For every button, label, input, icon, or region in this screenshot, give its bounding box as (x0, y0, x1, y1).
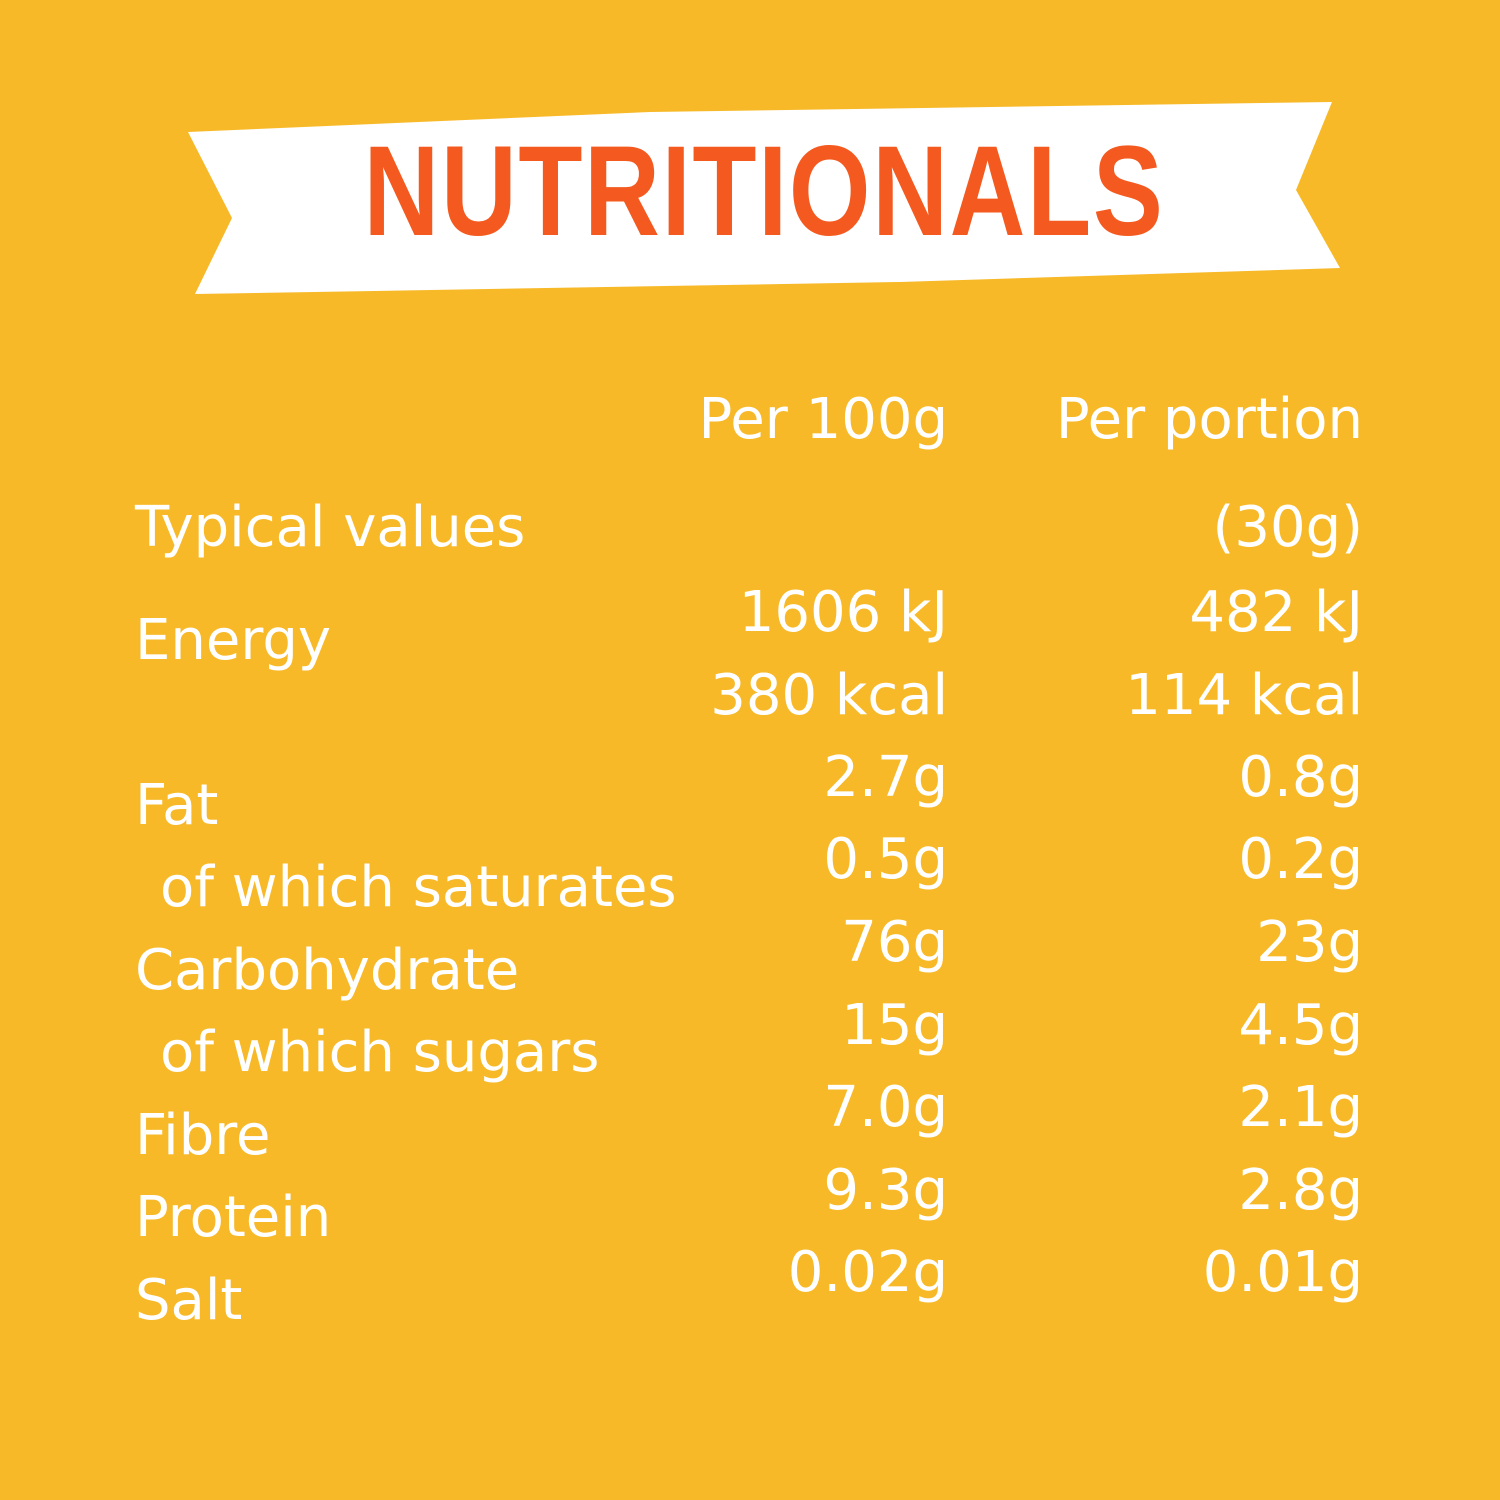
col1-header: Per 100g (698, 387, 948, 452)
energy-kj-portion: 482 kJ (1189, 580, 1363, 645)
salt-portion: 0.01g (1202, 1240, 1363, 1305)
row-label-fat: Fat (135, 773, 219, 838)
row-label-saturates: of which saturates (160, 855, 677, 920)
row-label-carbohydrate: Carbohydrate (135, 938, 520, 1003)
col2-header: Per portion (1055, 387, 1363, 452)
saturates-portion: 0.2g (1238, 827, 1363, 892)
energy-kcal-portion: 114 kcal (1125, 663, 1363, 728)
sugars-portion: 4.5g (1238, 993, 1363, 1058)
row-label-fibre: Fibre (135, 1103, 271, 1168)
portion-size: (30g) (1212, 495, 1364, 560)
fibre-portion: 2.1g (1238, 1075, 1363, 1140)
typical-values-label: Typical values (135, 495, 526, 560)
protein-portion: 2.8g (1238, 1158, 1363, 1223)
fat-per100: 2.7g (823, 745, 948, 810)
energy-kj-per100: 1606 kJ (738, 580, 948, 645)
carbohydrate-portion: 23g (1256, 910, 1363, 975)
energy-kcal-per100: 380 kcal (710, 663, 948, 728)
carbohydrate-per100: 76g (841, 910, 948, 975)
fibre-per100: 7.0g (823, 1075, 948, 1140)
row-label-salt: Salt (135, 1268, 243, 1333)
saturates-per100: 0.5g (823, 827, 948, 892)
row-label-protein: Protein (135, 1185, 332, 1250)
fat-portion: 0.8g (1238, 745, 1363, 810)
row-label-energy: Energy (135, 608, 332, 673)
protein-per100: 9.3g (823, 1158, 948, 1223)
title-banner (188, 102, 1340, 294)
row-label-sugars: of which sugars (160, 1020, 600, 1085)
salt-per100: 0.02g (787, 1240, 948, 1305)
sugars-per100: 15g (841, 993, 948, 1058)
page-title: NUTRITIONALS (363, 120, 1165, 263)
